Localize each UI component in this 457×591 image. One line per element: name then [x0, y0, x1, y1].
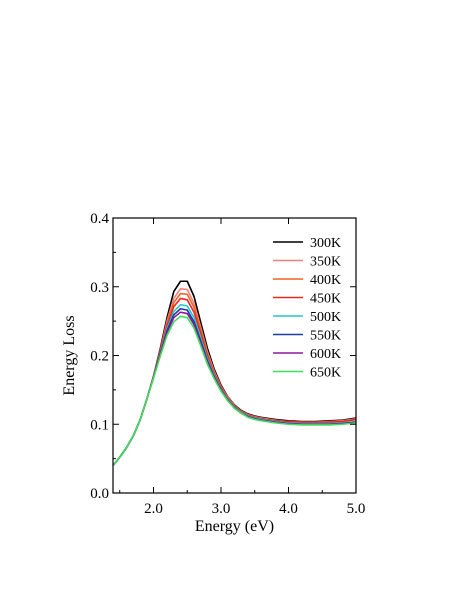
- series-line-650k: [112, 315, 357, 467]
- legend-label-450k: 450K: [310, 292, 341, 307]
- legend-label-300k: 300K: [310, 236, 341, 251]
- y-axis-ticks: 0.0 0.1 0.2 0.3 0.4: [90, 211, 356, 502]
- y-tick-label: 0.1: [90, 417, 109, 433]
- x-axis-title: Energy (eV): [195, 518, 274, 535]
- x-tick-label: 2.0: [144, 501, 163, 517]
- x-tick-label: 4.0: [279, 501, 298, 517]
- legend-label-350k: 350K: [310, 255, 341, 270]
- legend-label-500k: 500K: [310, 310, 341, 325]
- legend: 300K 350K 400K 450K 500K 550K 600K 650K: [273, 236, 341, 381]
- y-tick-label: 0.4: [90, 211, 109, 227]
- legend-label-650k: 650K: [310, 366, 341, 381]
- legend-label-400k: 400K: [310, 273, 341, 288]
- y-tick-label: 0.2: [90, 349, 109, 365]
- x-tick-label: 5.0: [347, 501, 366, 517]
- legend-label-600k: 600K: [310, 347, 341, 362]
- x-axis-ticks: 2.0 3.0 4.0 5.0: [119, 218, 366, 517]
- plot-lines: [112, 280, 357, 467]
- y-tick-label: 0.0: [90, 486, 109, 502]
- y-axis-title: Energy Loss: [61, 315, 78, 395]
- y-tick-label: 0.3: [90, 280, 109, 296]
- legend-label-550k: 550K: [310, 329, 341, 344]
- x-tick-label: 3.0: [212, 501, 231, 517]
